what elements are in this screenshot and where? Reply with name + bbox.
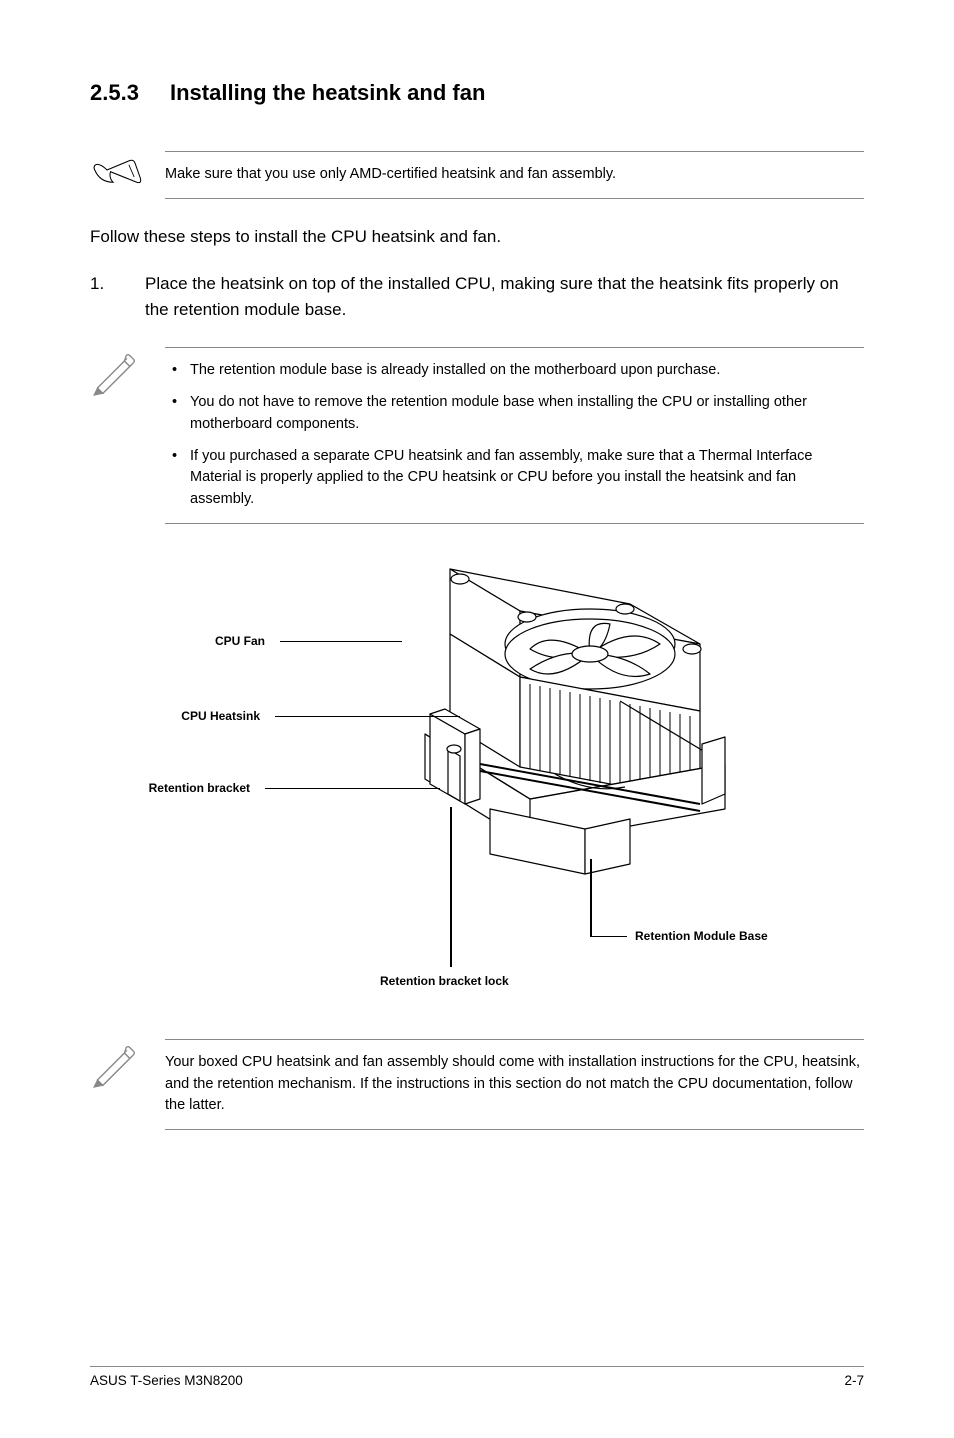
step-number: 1. [90,271,145,322]
leader-line [450,807,452,967]
callout-text: Your boxed CPU heatsink and fan assembly… [165,1054,860,1114]
leader-line [275,716,460,718]
section-heading: 2.5.3Installing the heatsink and fan [90,80,864,106]
label-retention-module-base: Retention Module Base [635,929,768,943]
callout-text: Make sure that you use only AMD-certifie… [165,166,616,182]
label-retention-bracket: Retention bracket [105,781,250,795]
note-callout: Your boxed CPU heatsink and fan assembly… [90,1039,864,1130]
step-1: 1. Place the heatsink on top of the inst… [90,271,864,322]
note-callout: The retention module base is already ins… [90,347,864,524]
label-cpu-fan: CPU Fan [195,634,265,648]
heatsink-illustration [330,549,760,929]
pencil-icon [90,347,165,397]
callout-body: Your boxed CPU heatsink and fan assembly… [165,1039,864,1130]
footer-left: ASUS T-Series M3N8200 [90,1373,243,1388]
heatsink-diagram: CPU Fan CPU Heatsink Retention bracket R… [90,549,864,1009]
tip-icon [90,151,165,191]
leader-line [590,859,592,937]
callout-body: The retention module base is already ins… [165,347,864,524]
step-text: Place the heatsink on top of the install… [145,271,864,322]
pencil-icon [90,1039,165,1089]
footer-right: 2-7 [844,1373,864,1388]
leader-line [592,936,627,938]
label-retention-bracket-lock: Retention bracket lock [380,974,509,988]
section-number: 2.5.3 [90,80,170,106]
section-title: Installing the heatsink and fan [170,80,485,105]
list-item: If you purchased a separate CPU heatsink… [190,446,864,511]
list-item: You do not have to remove the retention … [190,392,864,436]
label-cpu-heatsink: CPU Heatsink [150,709,260,723]
leader-line [280,641,402,643]
callout-list: The retention module base is already ins… [165,360,864,511]
callout-body: Make sure that you use only AMD-certifie… [165,151,864,199]
page-footer: ASUS T-Series M3N8200 2-7 [90,1366,864,1388]
list-item: The retention module base is already ins… [190,360,864,382]
warning-callout: Make sure that you use only AMD-certifie… [90,151,864,199]
intro-text: Follow these steps to install the CPU he… [90,224,864,250]
leader-line [265,788,440,790]
